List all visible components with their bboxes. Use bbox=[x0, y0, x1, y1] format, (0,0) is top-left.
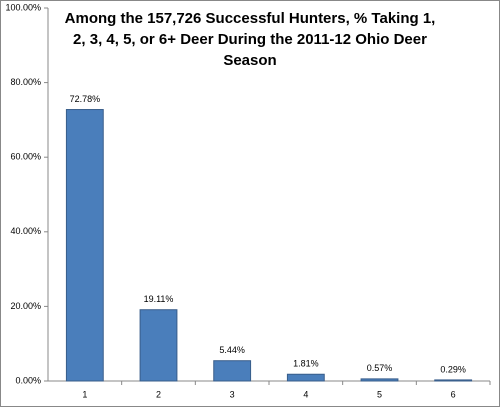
value-label: 0.57% bbox=[367, 363, 393, 373]
bar bbox=[286, 373, 325, 382]
x-tick-label: 3 bbox=[230, 389, 235, 399]
y-tick-label: 100.00% bbox=[5, 2, 41, 12]
value-label: 1.81% bbox=[293, 359, 319, 369]
x-tick-label: 1 bbox=[82, 389, 87, 399]
value-label: 72.78% bbox=[70, 94, 101, 104]
x-tick-label: 5 bbox=[377, 389, 382, 399]
value-label: 5.44% bbox=[219, 345, 245, 355]
value-label: 0.29% bbox=[440, 364, 466, 374]
y-tick-label: 40.00% bbox=[10, 226, 41, 236]
y-tick-label: 80.00% bbox=[10, 77, 41, 87]
chart-title: Among the 157,726 Successful Hunters, % … bbox=[64, 10, 436, 69]
bar bbox=[65, 109, 104, 382]
bar bbox=[139, 309, 178, 382]
bar bbox=[213, 360, 252, 382]
x-tick-label: 6 bbox=[451, 389, 456, 399]
bar bbox=[360, 378, 399, 382]
value-label: 19.11% bbox=[144, 294, 174, 304]
bar bbox=[434, 379, 473, 382]
y-tick-label: 0.00% bbox=[15, 375, 41, 385]
x-tick-label: 2 bbox=[156, 389, 161, 399]
y-tick-label: 60.00% bbox=[10, 152, 41, 162]
y-tick-label: 20.00% bbox=[10, 301, 41, 311]
x-tick-label: 4 bbox=[303, 389, 308, 399]
